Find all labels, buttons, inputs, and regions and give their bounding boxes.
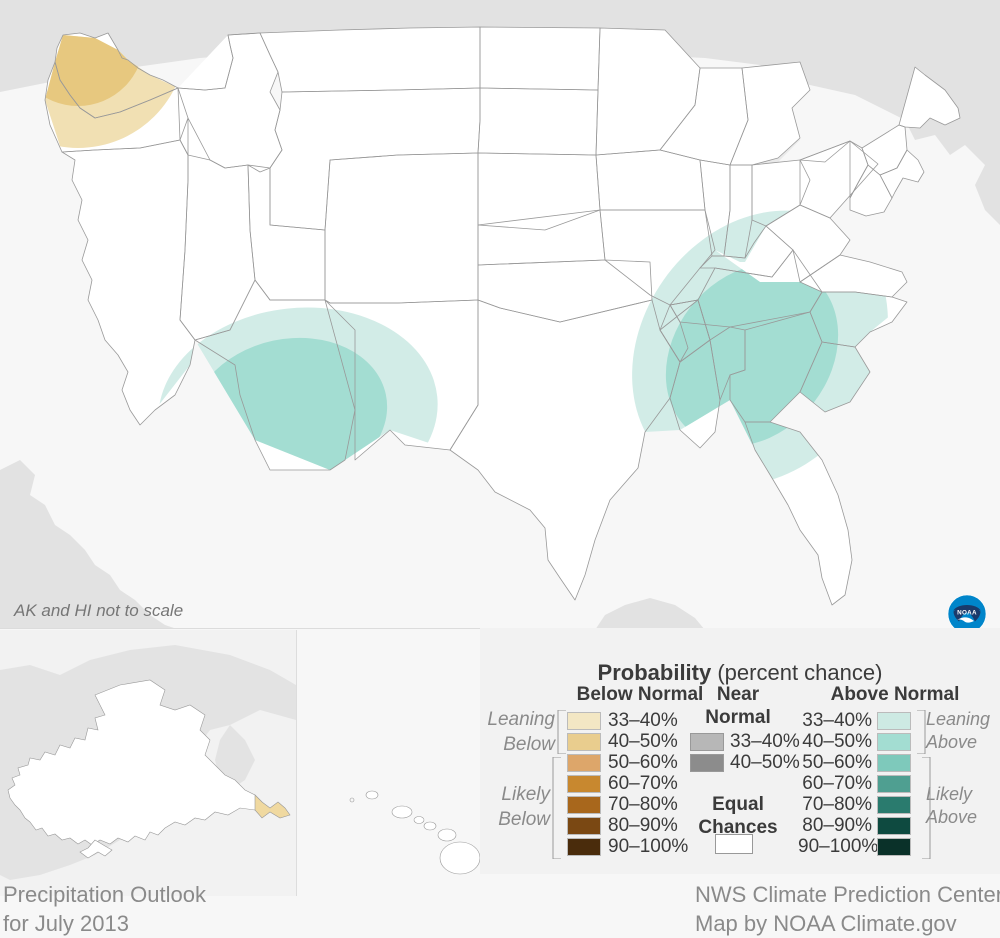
svg-text:NOAA: NOAA [957,610,977,617]
